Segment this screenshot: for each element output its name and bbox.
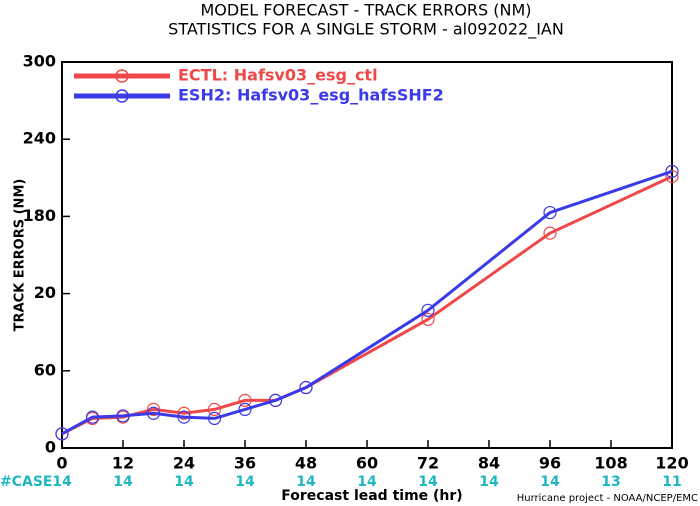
y-tick-label: 60 bbox=[34, 360, 56, 379]
x-tick-label: 48 bbox=[295, 454, 317, 473]
case-count: 14 bbox=[113, 474, 133, 490]
x-tick-label: 24 bbox=[173, 454, 195, 473]
chart-subtitle: STATISTICS FOR A SINGLE STORM - al092022… bbox=[168, 20, 564, 40]
data-point bbox=[116, 409, 130, 423]
y-tick-label: 180 bbox=[23, 206, 56, 225]
data-point bbox=[85, 410, 100, 424]
data-point bbox=[421, 303, 435, 317]
plot-frame bbox=[61, 61, 673, 449]
x-tick-label: 60 bbox=[356, 454, 378, 473]
data-point bbox=[177, 410, 191, 424]
x-axis-label: Forecast lead time (hr) bbox=[281, 488, 462, 504]
case-count: 14 bbox=[540, 474, 560, 490]
legend-marker bbox=[115, 69, 129, 83]
case-count: 14 bbox=[479, 474, 499, 490]
series-line bbox=[61, 169, 673, 436]
y-tick-label: 20 bbox=[34, 283, 56, 302]
case-count: 14 bbox=[174, 474, 194, 490]
data-point bbox=[146, 406, 161, 420]
data-point bbox=[238, 393, 252, 407]
legend-marker bbox=[115, 89, 129, 103]
x-tick-label: 36 bbox=[234, 454, 256, 473]
y-tick-label: 300 bbox=[23, 52, 56, 71]
x-tick-label: 84 bbox=[478, 454, 500, 473]
legend-label: ECTL: Hafsv03_esg_ctl bbox=[178, 66, 378, 85]
case-count: 14 bbox=[418, 474, 438, 490]
x-tick-label: 0 bbox=[56, 454, 67, 473]
data-point bbox=[238, 402, 252, 416]
legend-label: ESH2: Hafsv03_esg_hafsSHF2 bbox=[178, 86, 444, 105]
data-point bbox=[55, 427, 69, 441]
case-count: 13 bbox=[601, 474, 620, 490]
data-point bbox=[543, 226, 557, 240]
series-line bbox=[61, 175, 673, 436]
case-count: 11 bbox=[662, 474, 681, 490]
data-point bbox=[543, 205, 557, 220]
chart-title: MODEL FORECAST - TRACK ERRORS (NM) bbox=[200, 1, 531, 20]
case-count: 14 bbox=[296, 474, 316, 490]
x-tick-label: 120 bbox=[655, 454, 688, 473]
data-point bbox=[268, 393, 283, 407]
data-point bbox=[207, 411, 222, 426]
case-label: #CASE bbox=[0, 474, 53, 490]
data-point bbox=[299, 380, 313, 395]
case-count: 14 bbox=[357, 474, 377, 490]
data-point bbox=[665, 164, 679, 178]
data-point bbox=[665, 169, 679, 184]
y-tick-label: 0 bbox=[45, 438, 56, 457]
x-tick-label: 12 bbox=[112, 454, 134, 473]
data-point bbox=[421, 312, 435, 326]
case-count: 14 bbox=[235, 474, 255, 490]
x-tick-label: 108 bbox=[594, 454, 627, 473]
y-axis-label: TRACK ERRORS (NM) bbox=[13, 179, 28, 332]
x-tick-label: 72 bbox=[417, 454, 439, 473]
y-tick-label: 240 bbox=[23, 129, 56, 148]
data-point bbox=[177, 406, 191, 420]
footer: Hurricane project - NOAA/NCEP/EMC bbox=[517, 493, 698, 504]
data-point bbox=[207, 402, 222, 416]
x-tick-label: 96 bbox=[539, 454, 561, 473]
data-point bbox=[146, 402, 161, 416]
case-count: 14 bbox=[52, 474, 72, 490]
